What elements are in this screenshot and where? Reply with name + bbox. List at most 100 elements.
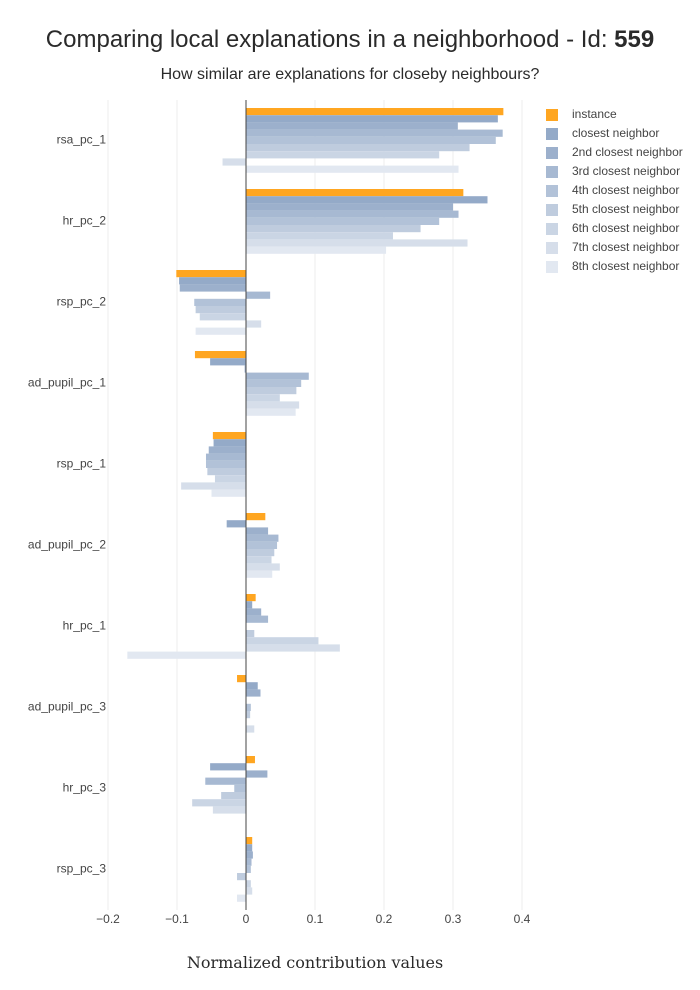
bar [246,880,251,888]
x-tick-label: 0.2 [376,912,393,926]
bar [246,527,269,535]
bar [246,210,459,218]
bar [179,277,246,285]
bar [210,763,246,771]
legend-swatch [546,261,558,273]
bar [246,703,251,711]
bar [246,837,253,845]
legend-swatch [546,223,558,235]
x-tick-label: −0.1 [165,912,189,926]
x-axis-title: Normalized contribution values [186,953,444,972]
bar [246,291,271,299]
legend-swatch [546,185,558,197]
bar [195,327,246,335]
legend-label: 5th closest neighbor [572,202,679,216]
bar [208,446,246,454]
y-tick-label: rsp_pc_3 [57,862,107,876]
bar [246,203,453,211]
bar [179,284,246,292]
bar [246,232,393,240]
bar [212,432,246,440]
y-tick-label: rsp_pc_2 [57,295,107,309]
bar [199,313,246,321]
legend-label: 3rd closest neighbor [572,164,680,178]
bar [195,306,246,314]
bar [246,513,266,521]
bar [237,675,246,683]
bar [181,482,246,490]
bar [246,196,488,204]
y-tick-label: hr_pc_1 [63,619,107,633]
bar [246,549,275,557]
bar [205,777,246,785]
legend-label: closest neighbor [572,126,659,140]
bar [246,887,253,895]
bar [205,453,246,461]
bar [246,608,262,616]
legend-label: instance [572,107,617,121]
bar [246,630,255,638]
bar [246,644,340,652]
bar [246,189,464,197]
legend-swatch [546,147,558,159]
bar [246,144,470,152]
bar [127,651,246,659]
bar [246,682,258,690]
bar [214,475,246,483]
x-tick-label: 0.3 [445,912,462,926]
bar [246,246,387,254]
bar [246,851,253,859]
bar [205,460,246,468]
bar [246,541,278,549]
chart-title: Comparing local explanations in a neighb… [0,26,700,54]
bar [246,401,300,409]
bar [246,136,496,144]
bar [246,725,255,733]
legend-swatch [546,128,558,140]
bar [246,534,279,542]
bar [246,858,252,866]
bar [246,387,297,395]
bar [246,865,251,873]
bar [176,270,246,278]
x-axis-ticks: −0.2 −0.1 0 0.1 0.2 0.3 0.4 [96,912,531,926]
y-tick-label: rsa_pc_1 [57,133,107,147]
bar [234,784,246,792]
bar [221,792,246,800]
x-tick-label: 0.4 [514,912,531,926]
legend-label: 2nd closest neighbor [572,145,683,159]
legend-label: 7th closest neighbor [572,240,679,254]
bar [246,394,280,402]
legend-swatch [546,242,558,254]
bar [246,711,251,719]
x-tick-label: 0.1 [307,912,324,926]
y-tick-label: ad_pupil_pc_1 [28,376,106,390]
bar [246,165,459,173]
bar [194,298,246,306]
bar [246,556,272,564]
bar [246,689,261,697]
legend-swatch [546,204,558,216]
bar [212,806,246,814]
chart-subtitle: How similar are explanations for closeby… [160,66,540,83]
y-tick-label: ad_pupil_pc_2 [28,538,106,552]
bar [246,563,280,571]
bar [213,439,246,447]
bars [127,108,504,902]
bar [246,151,440,159]
bar [246,408,296,416]
bar [246,115,498,123]
bar [246,225,421,233]
bar [246,594,256,602]
bar [246,320,262,328]
bar [194,351,246,359]
y-axis-labels: rsa_pc_1 hr_pc_2 rsp_pc_2 ad_pupil_pc_1 rsp_… [28,133,106,876]
bar [226,520,246,528]
bar [246,217,440,225]
legend-label: 8th closest neighbor [572,259,679,273]
legend-swatch [546,166,558,178]
y-tick-label: hr_pc_2 [63,214,107,228]
y-tick-label: ad_pupil_pc_3 [28,700,106,714]
bar [244,365,246,373]
